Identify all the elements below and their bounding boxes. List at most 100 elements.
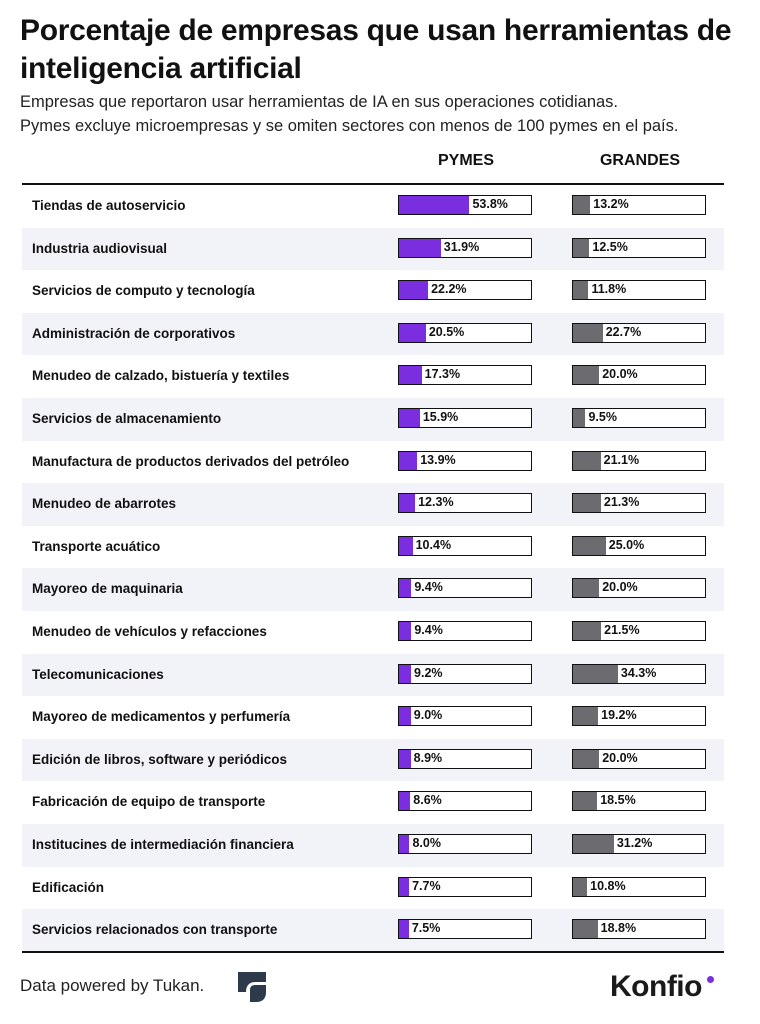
pymes-bar — [399, 238, 441, 257]
grandes-bar-track: 20.0% — [572, 365, 706, 386]
pymes-bar — [399, 621, 412, 640]
pymes-value-label: 7.5% — [411, 921, 441, 936]
pymes-value-label: 8.6% — [413, 793, 442, 808]
grandes-value-label: 21.5% — [604, 622, 640, 637]
pymes-bar-track: 8.0% — [398, 833, 532, 854]
pymes-bar — [399, 749, 411, 768]
pymes-value-label: 12.3% — [418, 495, 454, 510]
grandes-bar-track: 25.0% — [572, 535, 706, 556]
pymes-bar — [399, 281, 429, 300]
pymes-value-label: 31.9% — [443, 239, 480, 254]
category-label: Menudeo de vehículos y refacciones — [32, 623, 267, 639]
grandes-value-label: 20.0% — [602, 580, 638, 595]
chart-title: Porcentaje de empresas que usan herramie… — [20, 14, 732, 85]
category-label: Menudeo de abarrotes — [32, 496, 177, 512]
table-row: Administración de corporativos 20.5% 22.7% — [22, 312, 724, 356]
category-label: Servicios de almacenamiento — [32, 410, 222, 426]
grandes-bar — [573, 579, 600, 598]
pymes-value-label: 9.4% — [414, 580, 443, 595]
table-top-rule — [22, 183, 724, 185]
grandes-value-label: 12.5% — [592, 239, 628, 254]
grandes-bar — [573, 494, 601, 513]
grandes-bar — [573, 281, 589, 300]
grandes-value-label: 9.5% — [588, 409, 617, 424]
grandes-bar-track: 18.5% — [572, 791, 706, 812]
grandes-bar-track: 13.2% — [572, 195, 706, 215]
grandes-bar — [573, 536, 606, 555]
grandes-value-label: 18.8% — [600, 921, 637, 936]
column-header-grandes: GRANDES — [599, 152, 680, 169]
category-label: Tiendas de autoservicio — [32, 198, 186, 213]
pymes-bar — [399, 536, 413, 555]
grandes-bar — [573, 834, 614, 853]
pymes-value-label: 10.4% — [415, 537, 452, 552]
pymes-bar — [399, 451, 418, 470]
category-label: Telecomunicaciones — [32, 666, 164, 682]
pymes-bar-track: 22.2% — [398, 280, 532, 301]
grandes-bar — [573, 920, 598, 939]
pymes-bar-track: 12.3% — [398, 493, 532, 514]
tukan-logo-icon — [238, 972, 266, 1002]
pymes-value-label: 20.5% — [428, 324, 465, 339]
grandes-bar — [573, 451, 601, 470]
table-row: Servicios de almacenamiento 15.9% 9.5% — [22, 397, 724, 441]
pymes-bar — [399, 920, 409, 939]
grandes-bar — [573, 366, 600, 385]
table-row: Edición de libros, software y periódicos… — [22, 738, 724, 782]
table-row: Industria audiovisual 31.9% 12.5% — [22, 227, 724, 271]
pymes-bar-track: 9.4% — [398, 620, 532, 641]
pymes-bar-track: 15.9% — [398, 407, 532, 428]
pymes-bar — [399, 707, 411, 726]
category-label: Menudeo de calzado, bistuería y textiles — [32, 368, 290, 384]
table-row: Mayoreo de maquinaria 9.4% 20.0% — [22, 568, 724, 611]
grandes-value-label: 18.5% — [600, 793, 636, 808]
grandes-bar-track: 10.8% — [572, 876, 706, 897]
table-row: Menudeo de calzado, bistuería y textiles… — [22, 355, 724, 398]
pymes-value-label: 53.8% — [472, 197, 508, 211]
pymes-bar — [399, 494, 416, 513]
pymes-value-label: 15.9% — [422, 409, 459, 424]
pymes-bar-track: 31.9% — [398, 237, 532, 258]
grandes-bar-track: 21.1% — [572, 450, 706, 471]
grandes-bar-track: 20.0% — [572, 578, 706, 599]
table-bottom-rule — [22, 951, 724, 953]
data-credit: Data powered by Tukan. — [20, 976, 205, 995]
pymes-bar-track: 7.7% — [398, 876, 532, 897]
category-label: Mayoreo de maquinaria — [32, 581, 183, 597]
pymes-bar — [399, 834, 410, 853]
grandes-bar — [573, 196, 591, 214]
grandes-value-label: 19.2% — [601, 708, 637, 723]
column-header-pymes: PYMES — [437, 152, 494, 169]
subtitle-line-1: Empresas que reportaron usar herramienta… — [20, 93, 619, 111]
pymes-value-label: 7.7% — [412, 878, 441, 893]
pymes-bar-track: 53.8% — [398, 195, 532, 215]
grandes-value-label: 13.2% — [593, 197, 629, 211]
category-label: Edificación — [32, 879, 105, 895]
grandes-value-label: 34.3% — [620, 665, 657, 680]
grandes-bar — [573, 323, 603, 342]
grandes-bar-track: 21.5% — [572, 620, 706, 641]
pymes-bar — [399, 579, 412, 598]
table-row: Fabricación de equipo de transporte 8.6% 1… — [22, 781, 724, 824]
grandes-value-label: 25.0% — [608, 537, 645, 552]
pymes-bar-track: 13.9% — [398, 450, 532, 471]
table-row: Manufactura de productos derivados del p… — [22, 441, 724, 484]
category-label: Servicios de computo y tecnología — [32, 283, 255, 299]
grandes-bar-track: 9.5% — [572, 407, 706, 428]
pymes-bar-track: 20.5% — [398, 322, 532, 343]
category-label: Servicios relacionados con transporte — [32, 922, 278, 938]
grandes-bar — [573, 664, 618, 683]
table-row: Telecomunicaciones 9.2% 34.3% — [22, 653, 724, 697]
category-label: Edición de libros, software y periódicos — [32, 751, 288, 767]
brand-logo-dot — [707, 976, 714, 983]
pymes-bar-track: 9.2% — [398, 663, 532, 684]
pymes-bar-track: 8.6% — [398, 791, 532, 812]
grandes-bar — [573, 707, 599, 726]
pymes-value-label: 17.3% — [424, 367, 461, 382]
table-row: Transporte acuático 10.4% 25.0% — [22, 526, 724, 569]
grandes-bar-track: 34.3% — [572, 663, 706, 684]
pymes-value-label: 9.4% — [414, 622, 443, 637]
brand-logo: Konfio — [610, 970, 702, 1003]
category-label: Institucines de intermediación financier… — [32, 836, 294, 852]
pymes-bar — [399, 877, 410, 896]
